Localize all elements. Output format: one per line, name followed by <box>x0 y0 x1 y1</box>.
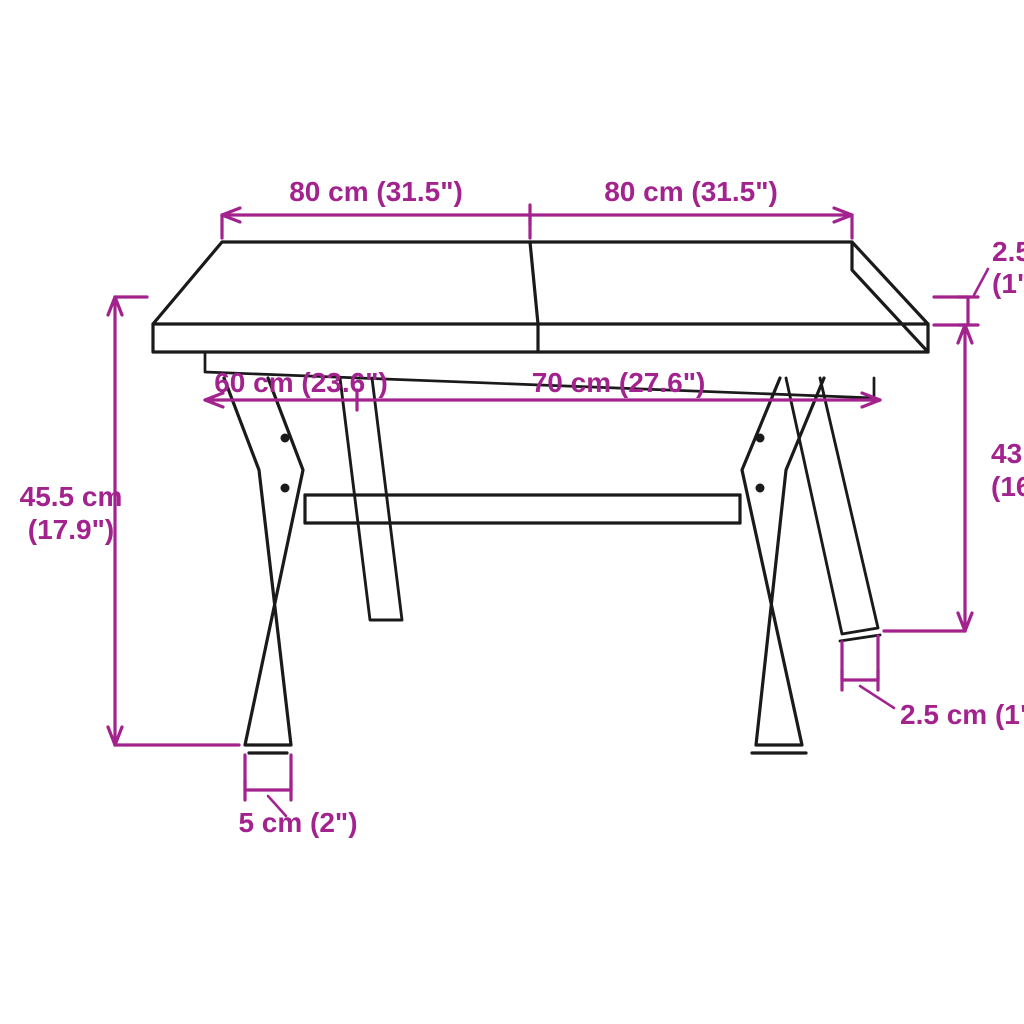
svg-text:70 cm (27.6"): 70 cm (27.6") <box>532 367 706 398</box>
svg-text:(17.9"): (17.9") <box>28 514 114 545</box>
svg-text:80 cm (31.5"): 80 cm (31.5") <box>289 176 463 207</box>
svg-text:2.5 cm: 2.5 cm <box>992 236 1024 267</box>
svg-text:45.5 cm: 45.5 cm <box>20 481 123 512</box>
svg-text:5 cm (2"): 5 cm (2") <box>238 807 357 838</box>
svg-text:60 cm (23.6"): 60 cm (23.6") <box>214 367 388 398</box>
svg-text:(16.9"): (16.9") <box>991 471 1024 502</box>
svg-text:2.5 cm (1"): 2.5 cm (1") <box>900 699 1024 730</box>
svg-text:43 cm: 43 cm <box>991 438 1024 469</box>
svg-text:80 cm (31.5"): 80 cm (31.5") <box>604 176 778 207</box>
svg-text:(1"): (1") <box>992 268 1024 299</box>
